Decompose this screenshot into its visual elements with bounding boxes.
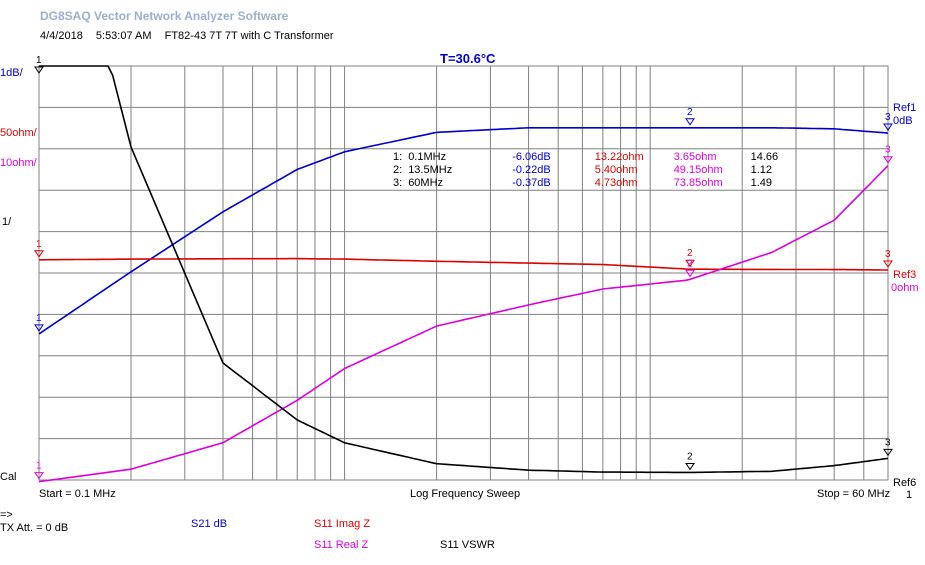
sweep-mode: Log Frequency Sweep xyxy=(410,488,521,500)
marker-triangle xyxy=(685,269,695,278)
marker-label: 2 xyxy=(687,107,693,118)
marker-freq: 0.1MHz xyxy=(408,151,447,163)
marker-triangle xyxy=(685,118,695,126)
trace-label-s21[interactable]: S21 dB xyxy=(191,518,228,530)
marker-real: 3.65ohm xyxy=(673,151,717,163)
ref1-value: 0dB xyxy=(893,115,913,127)
marker-row: 1: 0.1MHz -6.06dB 13.22ohm 3.65ohm 14.66 xyxy=(393,151,778,164)
trace-label-real-z[interactable]: S11 Real Z xyxy=(314,539,369,551)
stop-frequency: Stop = 60 MHz xyxy=(817,488,891,500)
marker-triangle xyxy=(34,472,44,480)
marker-freq: 60MHz xyxy=(408,177,444,189)
plot-markers: 1 2 3 1 2 3 1 2 3 1 2 3 xyxy=(34,55,893,480)
marker-label: 1 xyxy=(36,239,42,250)
marker-vswr: 14.66 xyxy=(750,151,779,163)
marker-label: 1 xyxy=(36,55,42,66)
marker-s21: -0.37dB xyxy=(512,177,551,189)
marker-row: 3: 60MHz -0.37dB 4.73ohm 73.85ohm 1.49 xyxy=(393,177,778,190)
marker-real: 49.15ohm xyxy=(673,164,723,176)
marker-row: 2: 13.5MHz -0.22dB 5.40ohm 49.15ohm 1.12 xyxy=(393,164,778,177)
header-date: 4/4/2018 xyxy=(40,30,83,42)
trace-label-imag-z[interactable]: S11 Imag Z xyxy=(314,518,371,530)
marker-label: 3 xyxy=(885,112,891,123)
ref6-value: 1 xyxy=(906,489,913,501)
marker-triangle xyxy=(34,66,44,74)
marker-s21: -0.22dB xyxy=(512,164,551,176)
temperature-readout: T=30.6°C xyxy=(440,51,496,66)
marker-imag: 13.22ohm xyxy=(594,151,644,163)
scale-vswr[interactable]: 1/ xyxy=(2,216,12,228)
header-time: 5:53:07 AM xyxy=(95,30,152,42)
marker-s21: -6.06dB xyxy=(512,151,551,163)
app-title: DG8SAQ Vector Network Analyzer Software xyxy=(40,9,289,23)
marker-readout-table: 1: 0.1MHz -6.06dB 13.22ohm 3.65ohm 14.66 2: 13.… xyxy=(393,151,778,190)
marker-triangle xyxy=(883,123,893,131)
marker-id: 2: xyxy=(393,164,403,176)
ref3-value: 0ohm xyxy=(891,282,919,294)
marker-id: 3: xyxy=(393,177,403,189)
marker-label: 3 xyxy=(885,437,891,448)
marker-triangle xyxy=(34,250,44,258)
marker-label: 3 xyxy=(885,145,891,156)
trace-label-vswr[interactable]: S11 VSWR xyxy=(440,539,495,551)
scale-imag-z[interactable]: 50ohm/ xyxy=(0,127,37,139)
marker-vswr: 1.49 xyxy=(750,177,773,189)
header-info: 4/4/2018 5:53:07 AM FT82-43 7T 7T with C… xyxy=(40,30,344,42)
trace-real-z xyxy=(38,165,889,483)
trace-vswr xyxy=(39,65,889,474)
marker-vswr: 1.12 xyxy=(750,164,773,176)
marker-real: 73.85ohm xyxy=(673,177,723,189)
marker-freq: 13.5MHz xyxy=(408,164,453,176)
ref1-label[interactable]: Ref1 xyxy=(893,102,917,114)
marker-imag: 5.40ohm xyxy=(594,164,638,176)
start-frequency: Start = 0.1 MHz xyxy=(39,488,116,500)
marker-triangle xyxy=(883,448,893,457)
marker-label: 3 xyxy=(885,249,891,260)
marker-label: 1 xyxy=(36,313,42,324)
marker-triangle xyxy=(685,259,695,268)
trace-s21 xyxy=(38,127,889,335)
marker-label: 2 xyxy=(687,258,693,269)
marker-triangle xyxy=(34,324,44,332)
plot-traces xyxy=(38,65,889,483)
marker-label: 2 xyxy=(687,451,693,462)
scale-s21[interactable]: 1dB/ xyxy=(0,67,23,79)
plot-grid xyxy=(38,65,889,481)
tx-attenuation[interactable]: TX Att. = 0 dB xyxy=(0,522,69,534)
marker-triangle xyxy=(883,156,893,164)
header-description: FT82-43 7T 7T with C Transformer xyxy=(164,30,334,42)
marker-label: 2 xyxy=(687,248,693,259)
trace-imag-z xyxy=(39,257,888,271)
arrow-indicator: => xyxy=(0,509,13,521)
marker-triangle xyxy=(685,462,695,471)
ref3-label[interactable]: Ref3 xyxy=(893,269,917,281)
cal-label[interactable]: Cal xyxy=(0,471,17,483)
scale-real-z[interactable]: 10ohm/ xyxy=(0,157,37,169)
marker-triangle xyxy=(883,260,893,268)
marker-id: 1: xyxy=(393,151,403,163)
marker-label: 1 xyxy=(36,461,42,472)
marker-imag: 4.73ohm xyxy=(594,177,638,189)
ref6-label[interactable]: Ref6 xyxy=(893,477,917,489)
